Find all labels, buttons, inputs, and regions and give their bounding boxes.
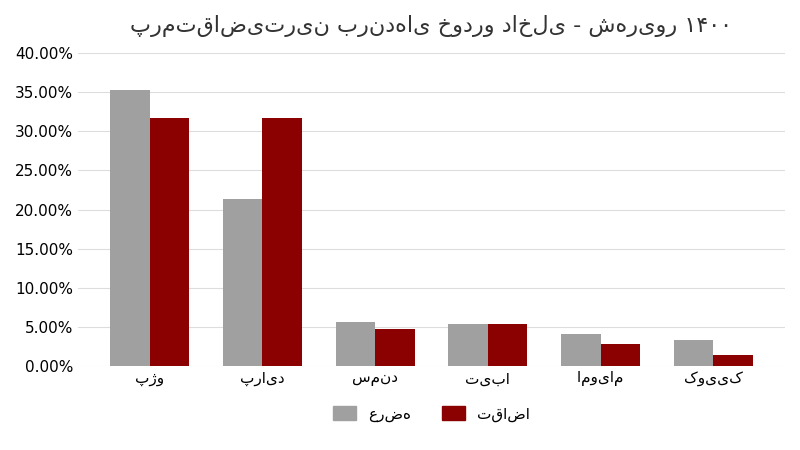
Bar xyxy=(262,118,302,366)
Bar xyxy=(336,322,375,366)
Bar xyxy=(561,334,601,366)
Legend: عرضه, تقاضا: عرضه, تقاضا xyxy=(327,400,536,428)
Bar xyxy=(674,340,714,366)
Bar xyxy=(223,199,262,366)
Bar xyxy=(488,324,527,366)
Bar xyxy=(110,90,150,366)
Bar xyxy=(449,324,488,366)
Bar xyxy=(601,344,640,366)
Bar xyxy=(150,118,189,366)
Title: پرمتقاضی‌ترین برندهای خودرو داخلی - شهریور ۱۴۰۰: پرمتقاضی‌ترین برندهای خودرو داخلی - شهری… xyxy=(130,15,733,37)
Bar xyxy=(375,329,414,366)
Bar xyxy=(714,356,753,366)
